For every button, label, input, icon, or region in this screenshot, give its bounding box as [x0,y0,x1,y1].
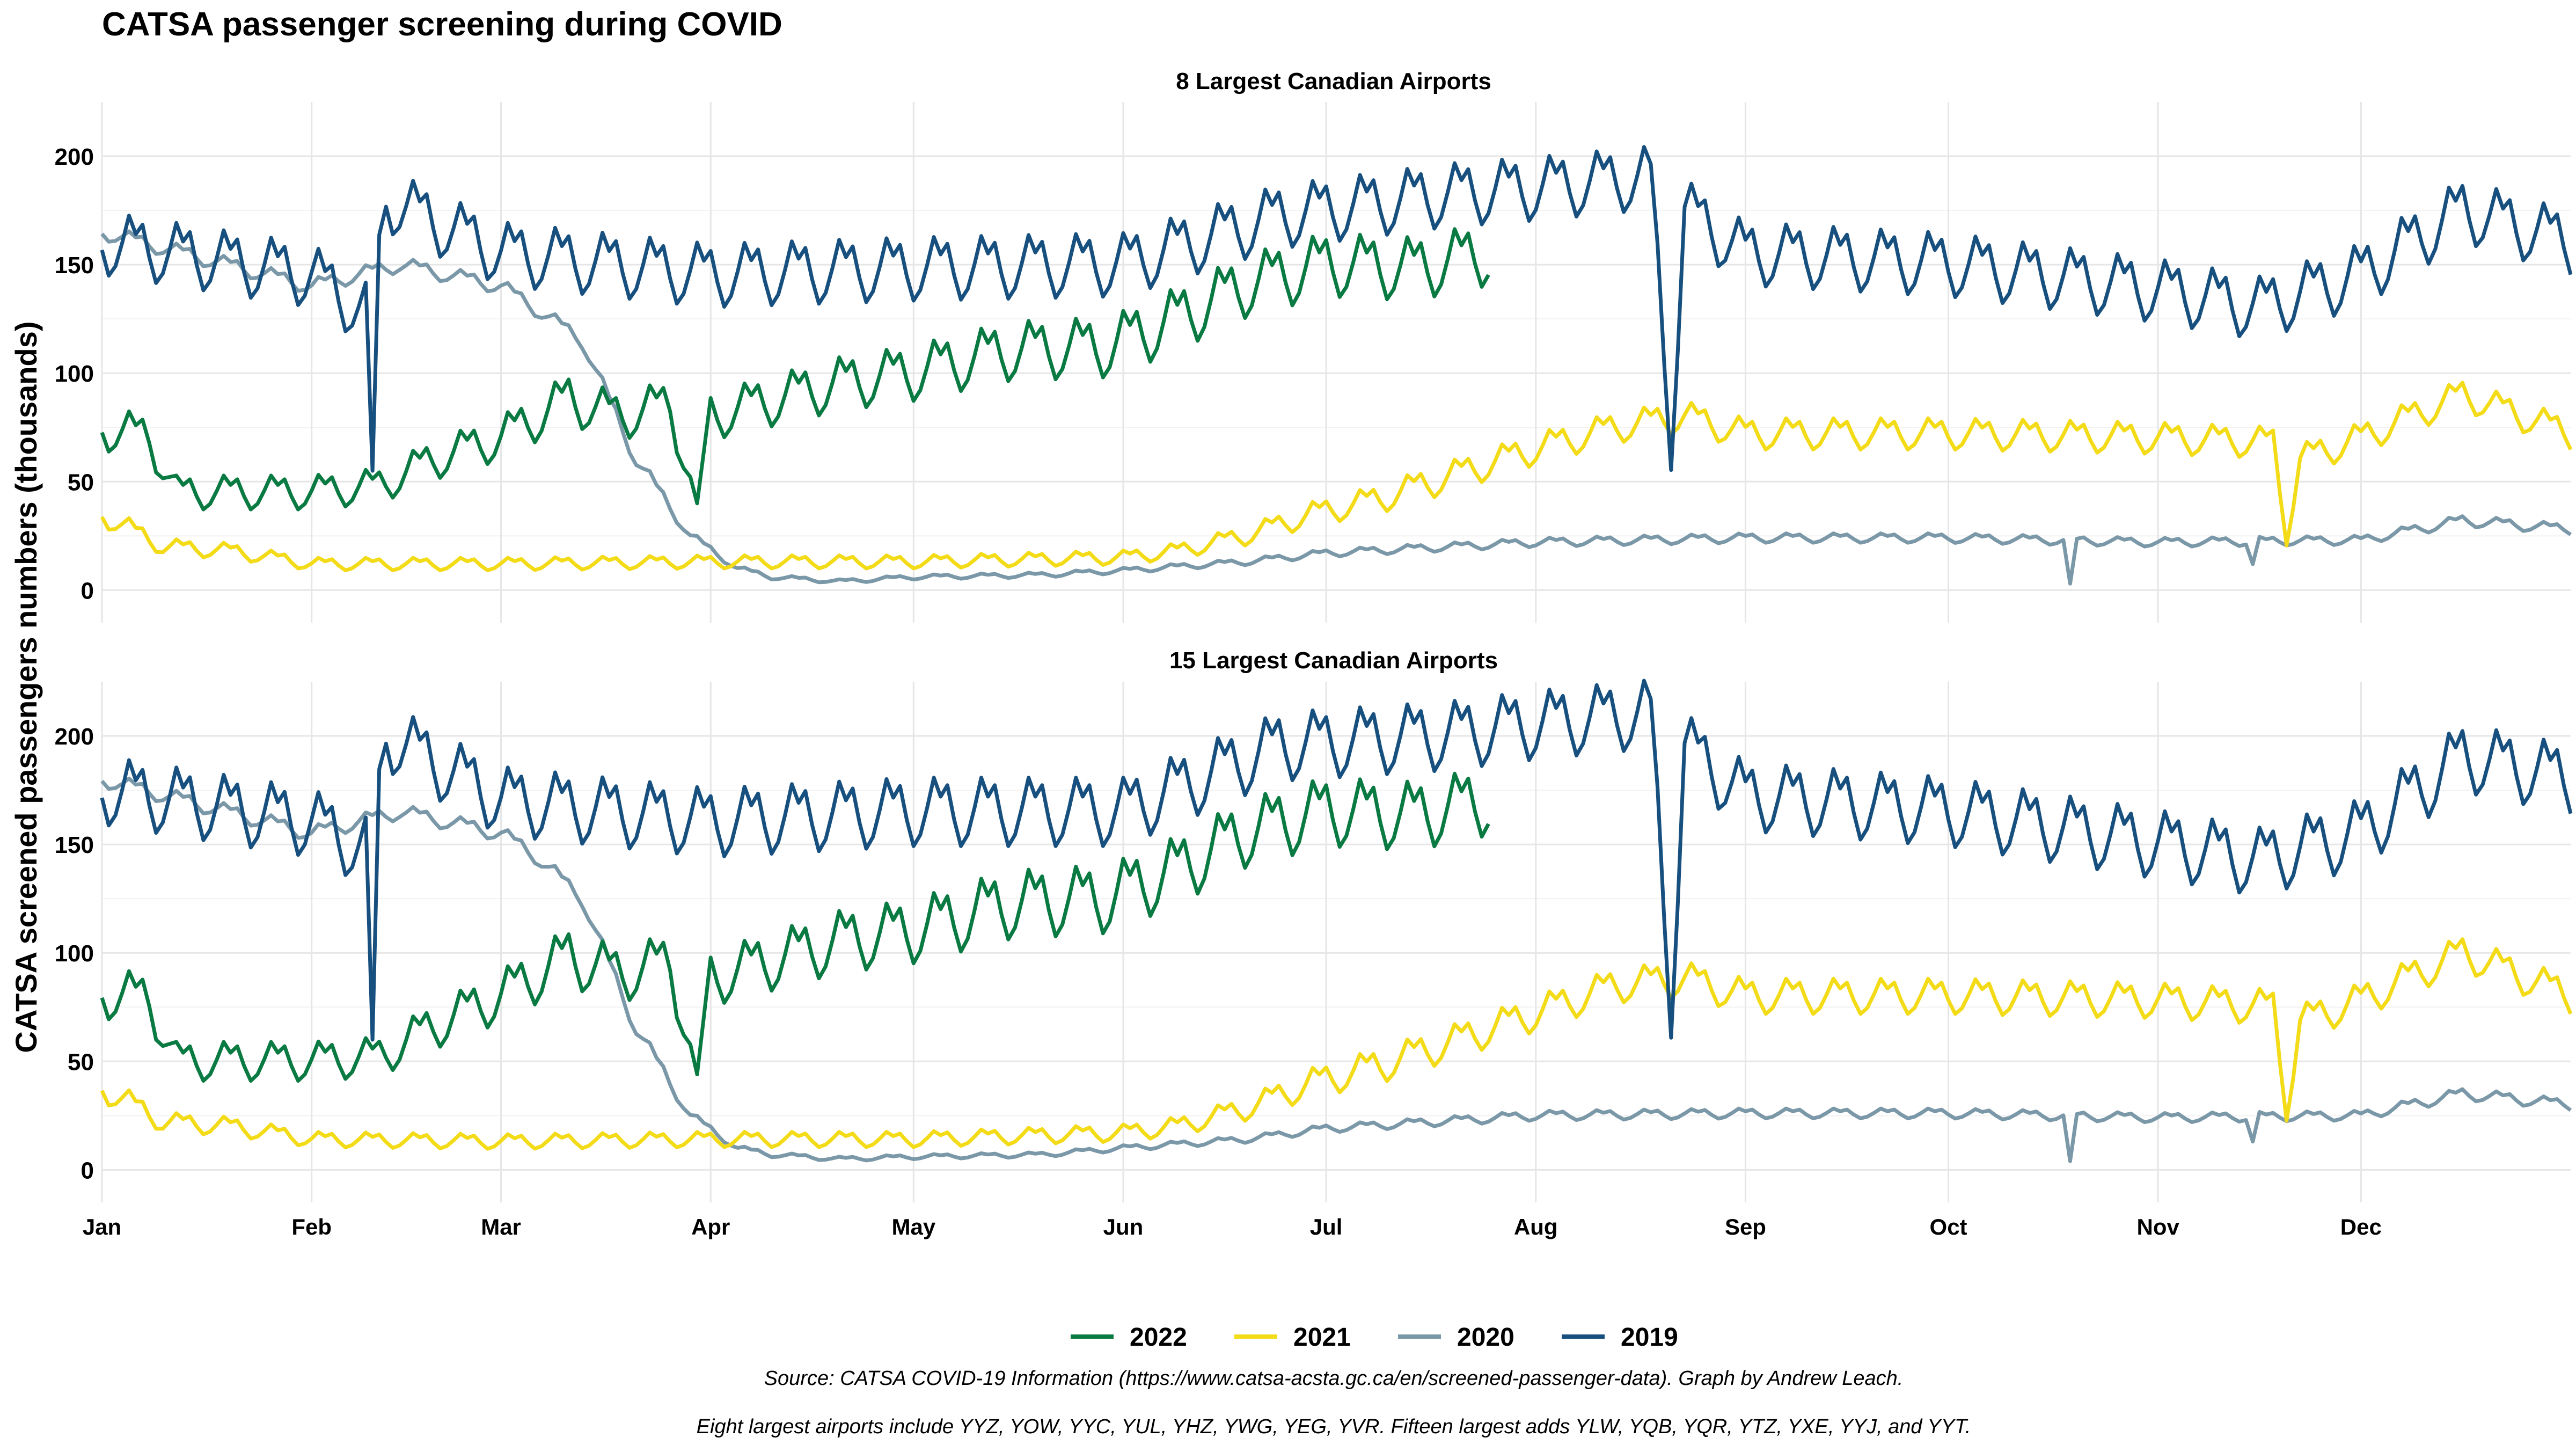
x-tick-label: May [891,1214,935,1239]
panel-title-1: 8 Largest Canadian Airports [1176,68,1491,94]
x-tick-label: Dec [2340,1214,2382,1239]
x-tick-label: Aug [1514,1214,1558,1239]
y-tick-label: 100 [55,361,94,387]
series-line-2021 [100,937,2573,1151]
x-tick-label: Jan [83,1214,121,1239]
legend-label-2021: 2021 [1293,1323,1351,1352]
series-line-2022 [100,227,1490,512]
y-tick-label: 200 [55,144,94,170]
series-line-2021 [100,381,2573,572]
x-tick-label: Oct [1930,1214,1967,1239]
x-tick-label: Sep [1725,1214,1766,1239]
y-tick-label: 50 [68,469,94,495]
y-tick-label: 50 [68,1049,94,1075]
legend: 2022 2021 2020 2019 [1071,1323,1678,1352]
x-tick-label: Apr [691,1214,730,1239]
series-line-2019 [100,145,2573,473]
x-tick-label: Jun [1103,1214,1144,1239]
y-axis-label: CATSA screened passengers numbers (thous… [9,321,43,1053]
legend-label-2019: 2019 [1621,1323,1678,1352]
series-line-2020 [100,776,2572,1163]
panel-title-2: 15 Largest Canadian Airports [1169,647,1498,674]
caption-line-2: Eight largest airports include YYZ, YOW,… [697,1415,1971,1438]
x-tick-label: Nov [2137,1214,2180,1239]
x-tick-label: Feb [291,1214,332,1239]
x-tick-label: Mar [481,1214,521,1239]
x-axis: Jan Feb Mar Apr May Jun Jul Aug Sep Oct Nov Dec [83,1214,2382,1239]
panel-15-largest: 0 50 100 150 200 [55,678,2573,1202]
panel-8-largest: 0 50 100 150 200 [55,102,2573,623]
y-tick-label: 0 [81,578,94,604]
y-tick-label: 0 [81,1157,94,1184]
y-tick-label: 200 [55,724,94,750]
legend-label-2022: 2022 [1130,1323,1187,1352]
series-line-2020 [100,229,2572,586]
y-tick-label: 150 [55,252,94,279]
series-line-2019 [100,678,2573,1042]
y-tick-label: 150 [55,832,94,858]
series-line-2022 [100,771,1490,1083]
chart-title: CATSA passenger screening during COVID [102,6,782,43]
caption-line-1: Source: CATSA COVID-19 Information (http… [764,1367,1904,1390]
x-tick-label: Jul [1310,1214,1343,1239]
y-tick-label: 100 [55,940,94,967]
legend-label-2020: 2020 [1457,1323,1514,1352]
